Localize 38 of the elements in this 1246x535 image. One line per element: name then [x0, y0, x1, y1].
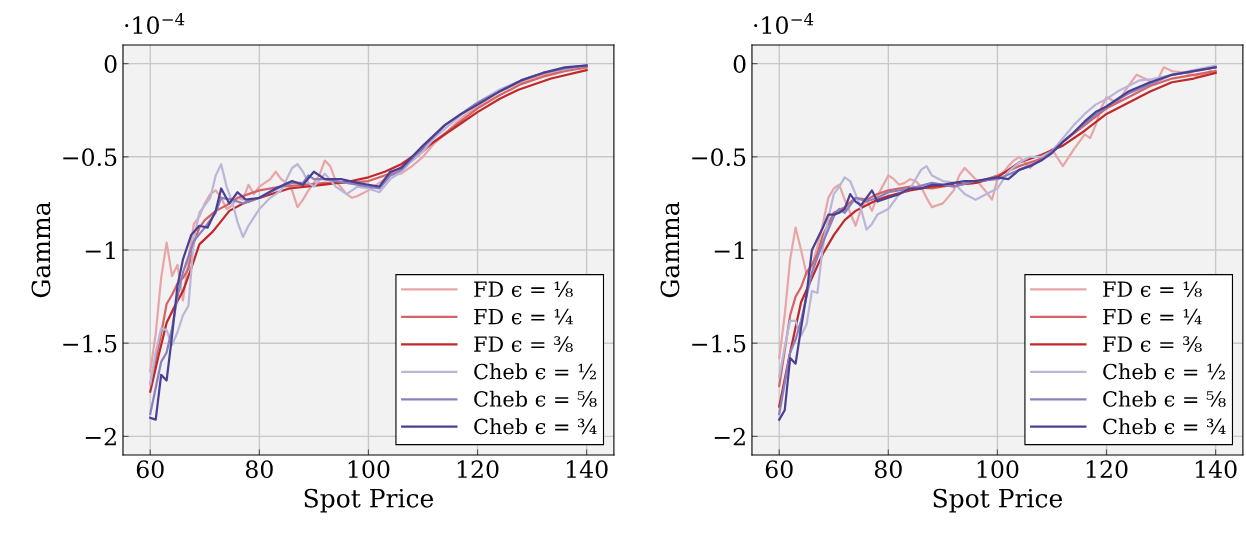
legend-label: FD ϵ = ¹⁄₄ — [1103, 308, 1202, 325]
y-tick-label: −2 — [714, 427, 745, 446]
text: ·10$^{−4}$ — [754, 12, 814, 35]
x-tick-label: 140 — [566, 460, 608, 479]
y-tick-label: 0 — [104, 55, 117, 73]
x-tick-label: 60 — [765, 460, 793, 479]
y-tick-label: 0 — [733, 55, 746, 73]
text: ·10$^{−4}$ — [125, 12, 185, 35]
x-tick-label: 80 — [874, 460, 902, 479]
legend-label: Cheb ϵ = ³⁄₄ — [474, 418, 597, 435]
y-tick-label: −1 — [85, 241, 115, 259]
legend-label: FD ϵ = ³⁄₈ — [474, 336, 573, 352]
y-tick-label: −1.5 — [692, 334, 746, 353]
legend-label: FD ϵ = ¹⁄₄ — [474, 308, 573, 325]
x-tick-label: 100 — [348, 460, 390, 479]
x-tick-label: 60 — [136, 460, 164, 479]
y-tick-label: −1.5 — [63, 334, 117, 353]
x-tick-label: 80 — [245, 460, 273, 479]
legend-label: Cheb ϵ = ⁵⁄₈ — [474, 390, 597, 407]
x-tick-label: 140 — [1195, 460, 1237, 479]
y-axis-title: Gamma — [31, 202, 51, 298]
legend-label: FD ϵ = ¹⁄₈ — [474, 281, 573, 298]
y-tick-label: −0.5 — [63, 148, 117, 167]
x-tick-label: 120 — [1086, 460, 1128, 479]
y-tick-label: −0.5 — [692, 148, 746, 167]
x-tick-label: 120 — [457, 460, 499, 479]
legend-label: Cheb ϵ = ¹⁄₂ — [474, 363, 596, 380]
legend-label: Cheb ϵ = ³⁄₄ — [1103, 418, 1226, 435]
legend-label: Cheb ϵ = ⁵⁄₈ — [1103, 390, 1226, 407]
y-tick-label: −2 — [85, 427, 116, 446]
legend-label: Cheb ϵ = ¹⁄₂ — [1103, 363, 1225, 380]
legend-label: FD ϵ = ¹⁄₈ — [1103, 281, 1202, 298]
legend-label: FD ϵ = ³⁄₈ — [1103, 336, 1202, 352]
x-axis-title: Spot Price — [304, 488, 434, 513]
x-tick-label: 100 — [977, 460, 1019, 479]
y-axis-title: Gamma — [660, 202, 680, 298]
x-axis-title: Spot Price — [933, 488, 1063, 513]
y-tick-label: −1 — [714, 241, 744, 259]
